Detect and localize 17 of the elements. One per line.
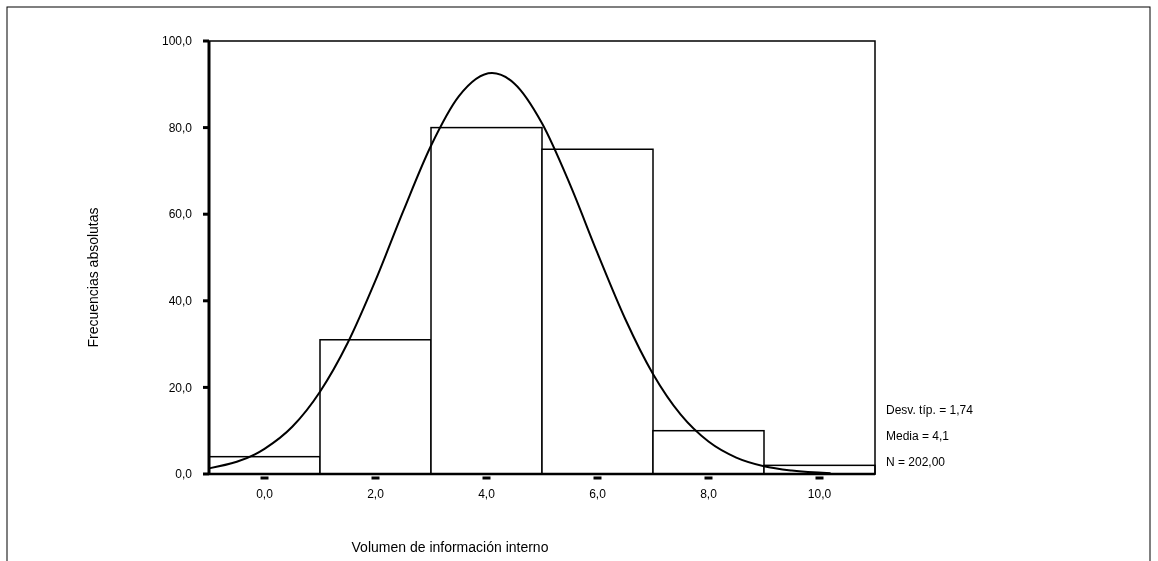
y-axis-title: Frecuencias absolutas: [85, 207, 101, 348]
x-tick-label: 8,0: [700, 487, 718, 501]
x-tick-label: 0,0: [256, 487, 274, 501]
x-tick-label: 6,0: [589, 487, 607, 501]
y-tick-label: 80,0: [168, 120, 193, 135]
text: N = 202,00: [886, 455, 946, 469]
y-tick-label: 60,0: [168, 207, 193, 222]
x-axis-title: Volumen de información interno: [351, 539, 549, 555]
text: Media = 4,1: [886, 429, 950, 443]
y-tick-label: 100,0: [161, 34, 193, 49]
y-tick-label: 0,0: [175, 467, 193, 482]
y-tick-label: 40,0: [168, 294, 193, 308]
x-tick-label: 2,0: [367, 487, 385, 501]
x-tick-label: 4,0: [478, 487, 496, 501]
text: Desv. típ. = 1,74: [886, 403, 974, 417]
x-tick-label: 10,0: [807, 487, 832, 501]
y-tick-label: 20,0: [168, 380, 193, 395]
